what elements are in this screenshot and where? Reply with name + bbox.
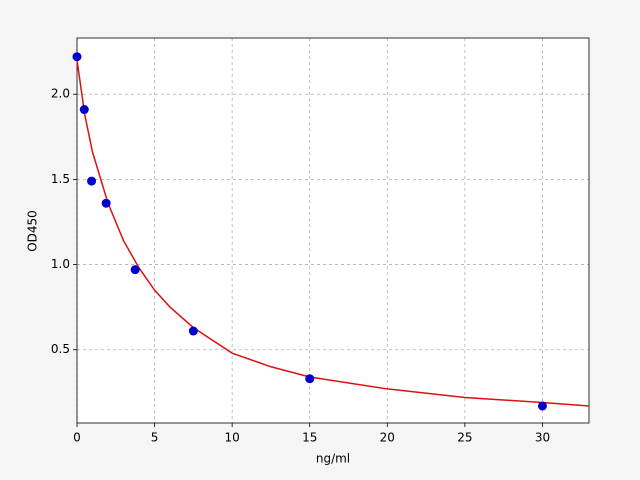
- x-tick-label: 5: [151, 431, 159, 445]
- plot-area: [77, 38, 589, 423]
- fit-curve: [76, 60, 590, 407]
- data-point: [188, 326, 198, 336]
- data-point: [537, 401, 547, 411]
- data-point: [130, 265, 140, 275]
- data-point: [72, 52, 82, 62]
- data-point: [101, 198, 111, 208]
- x-axis-label: ng/ml: [316, 452, 350, 466]
- data-point: [79, 105, 89, 115]
- x-tick-label: 25: [457, 431, 472, 445]
- y-tick-label: 1.0: [51, 257, 70, 271]
- y-tick-label: 2.0: [51, 87, 70, 101]
- y-tick-label: 0.5: [51, 342, 70, 356]
- y-axis-label: OD450: [26, 210, 40, 252]
- y-tick-label: 1.5: [51, 172, 70, 186]
- x-tick-label: 20: [380, 431, 395, 445]
- data-point: [305, 374, 315, 384]
- x-tick-label: 15: [302, 431, 317, 445]
- plot-frame: [76, 37, 590, 424]
- data-point: [87, 176, 97, 186]
- x-tick-label: 30: [535, 431, 550, 445]
- x-tick-label: 0: [73, 431, 81, 445]
- x-tick-label: 10: [225, 431, 240, 445]
